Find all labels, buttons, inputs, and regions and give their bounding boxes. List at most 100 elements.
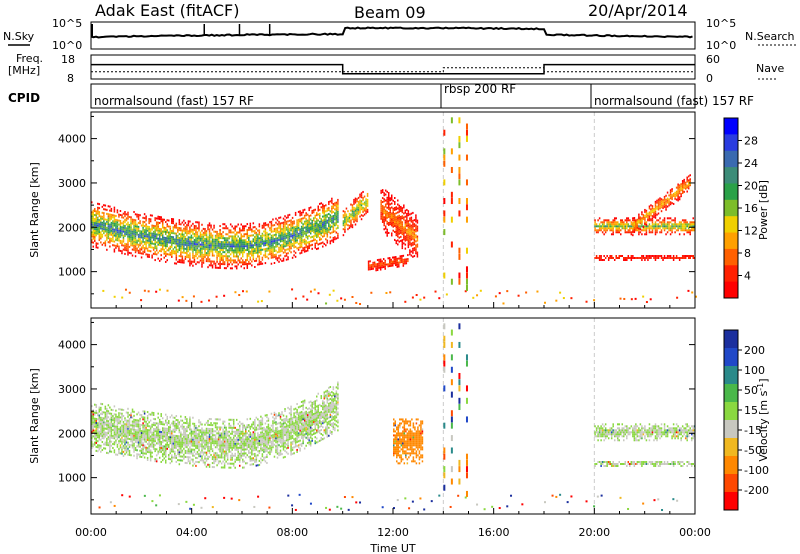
echo-cell	[334, 230, 336, 233]
echo-cell	[134, 221, 137, 224]
ground-speckle	[166, 289, 169, 292]
echo-cell	[186, 434, 188, 437]
echo-cell	[610, 233, 613, 236]
echo-cell	[92, 223, 95, 226]
echo-cell	[145, 430, 147, 433]
echo-cell	[275, 245, 277, 248]
echo-cell	[149, 218, 152, 221]
echo-cell	[294, 213, 297, 216]
echo-cell	[190, 442, 193, 445]
echo-cell	[149, 238, 152, 241]
echo-cell	[154, 235, 156, 238]
echo-cell	[157, 452, 159, 455]
echo-cell	[149, 413, 152, 416]
echo-cell	[158, 442, 161, 445]
echo-cell	[237, 231, 239, 234]
echo-cell	[404, 247, 407, 250]
echo-cell	[136, 445, 138, 448]
echo-cell	[213, 244, 215, 247]
echo-cell	[169, 430, 172, 433]
echo-cell	[323, 208, 326, 211]
echo-cell	[246, 223, 249, 226]
echo-cell	[155, 217, 158, 220]
echo-cell	[115, 224, 117, 227]
echo-cell	[376, 267, 379, 270]
echo-cell	[199, 249, 202, 252]
echo-cell	[146, 237, 149, 240]
echo-cell	[133, 422, 135, 425]
echo-cell	[143, 225, 146, 228]
echo-cell	[94, 443, 96, 446]
echo-cell	[161, 433, 164, 436]
echo-cell	[257, 233, 259, 236]
ground-speckle	[143, 289, 146, 292]
streak-cell	[450, 117, 453, 124]
echo-cell	[148, 235, 150, 238]
echo-cell	[172, 238, 175, 241]
echo-cell	[650, 210, 652, 213]
echo-cell	[398, 257, 400, 260]
echo-cell	[180, 239, 182, 242]
echo-cell	[248, 240, 250, 243]
echo-cell	[205, 240, 208, 243]
echo-cell	[354, 219, 357, 222]
echo-cell	[112, 429, 114, 432]
echo-cell	[115, 244, 117, 247]
echo-cell	[397, 239, 399, 242]
echo-cell	[125, 429, 128, 432]
echo-cell	[260, 260, 262, 263]
echo-cell	[235, 249, 238, 252]
echo-cell	[183, 259, 185, 262]
echo-cell	[127, 211, 129, 214]
echo-cell	[140, 224, 143, 227]
echo-cell	[267, 257, 270, 260]
echo-cell	[305, 244, 307, 247]
echo-cell	[394, 197, 396, 200]
echo-cell	[124, 441, 126, 444]
echo-cell	[207, 250, 209, 253]
echo-cell	[656, 229, 658, 232]
echo-cell	[651, 217, 654, 220]
echo-cell	[305, 218, 307, 221]
echo-cell	[294, 239, 297, 242]
echo-cell	[177, 260, 179, 263]
echo-cell	[273, 228, 276, 231]
echo-cell	[276, 251, 279, 254]
echo-cell	[311, 223, 313, 226]
echo-cell	[666, 217, 669, 220]
echo-cell	[148, 220, 150, 223]
echo-cell	[257, 253, 259, 256]
echo-cell	[125, 439, 128, 442]
echo-cell	[177, 435, 179, 438]
echo-cell	[92, 429, 95, 432]
echo-cell	[255, 251, 258, 254]
echo-cell	[139, 413, 141, 416]
echo-cell	[386, 202, 388, 205]
echo-cell	[311, 225, 313, 228]
echo-cell	[314, 214, 316, 217]
echo-cell	[386, 230, 388, 233]
echo-cell	[326, 213, 329, 216]
echo-cell	[171, 422, 173, 425]
echo-cell	[401, 241, 404, 244]
echo-cell	[183, 247, 185, 250]
echo-cell	[616, 231, 619, 234]
echo-cell	[124, 429, 126, 432]
echo-cell	[160, 444, 162, 447]
echo-cell	[370, 264, 373, 267]
echo-cell	[235, 237, 238, 240]
echo-cell	[130, 230, 132, 233]
echo-cell	[100, 418, 102, 421]
echo-cell	[177, 453, 179, 456]
echo-cell	[131, 240, 134, 243]
echo-cell	[671, 225, 673, 228]
echo-cell	[344, 220, 346, 223]
echo-cell	[178, 249, 181, 252]
echo-cell	[204, 239, 206, 242]
echo-cell	[314, 230, 316, 233]
echo-cell	[627, 223, 630, 226]
echo-cell	[193, 246, 196, 249]
echo-cell	[145, 217, 147, 220]
echo-cell	[128, 225, 131, 228]
echo-cell	[134, 429, 137, 432]
